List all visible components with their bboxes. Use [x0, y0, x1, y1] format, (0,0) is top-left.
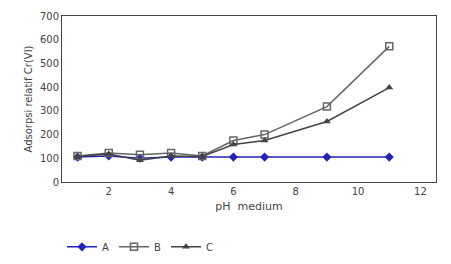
- svg-text:100: 100: [40, 153, 59, 164]
- svg-text:300: 300: [40, 105, 59, 116]
- svg-text:pH medium: pH medium: [215, 200, 282, 213]
- svg-text:700: 700: [40, 11, 59, 22]
- svg-text:8: 8: [293, 186, 299, 197]
- svg-text:B: B: [154, 242, 161, 253]
- svg-text:A: A: [102, 242, 109, 253]
- svg-text:4: 4: [168, 186, 174, 197]
- svg-text:0: 0: [53, 177, 59, 188]
- svg-text:200: 200: [40, 129, 59, 140]
- svg-text:2: 2: [106, 186, 112, 197]
- svg-text:C: C: [206, 242, 213, 253]
- svg-text:500: 500: [40, 58, 59, 69]
- svg-text:12: 12: [414, 186, 427, 197]
- svg-text:6: 6: [230, 186, 236, 197]
- svg-text:10: 10: [352, 186, 365, 197]
- svg-text:Adsorpsi relatif Cr(VI): Adsorpsi relatif Cr(VI): [23, 45, 34, 152]
- svg-text:600: 600: [40, 34, 59, 45]
- svg-text:400: 400: [40, 82, 59, 93]
